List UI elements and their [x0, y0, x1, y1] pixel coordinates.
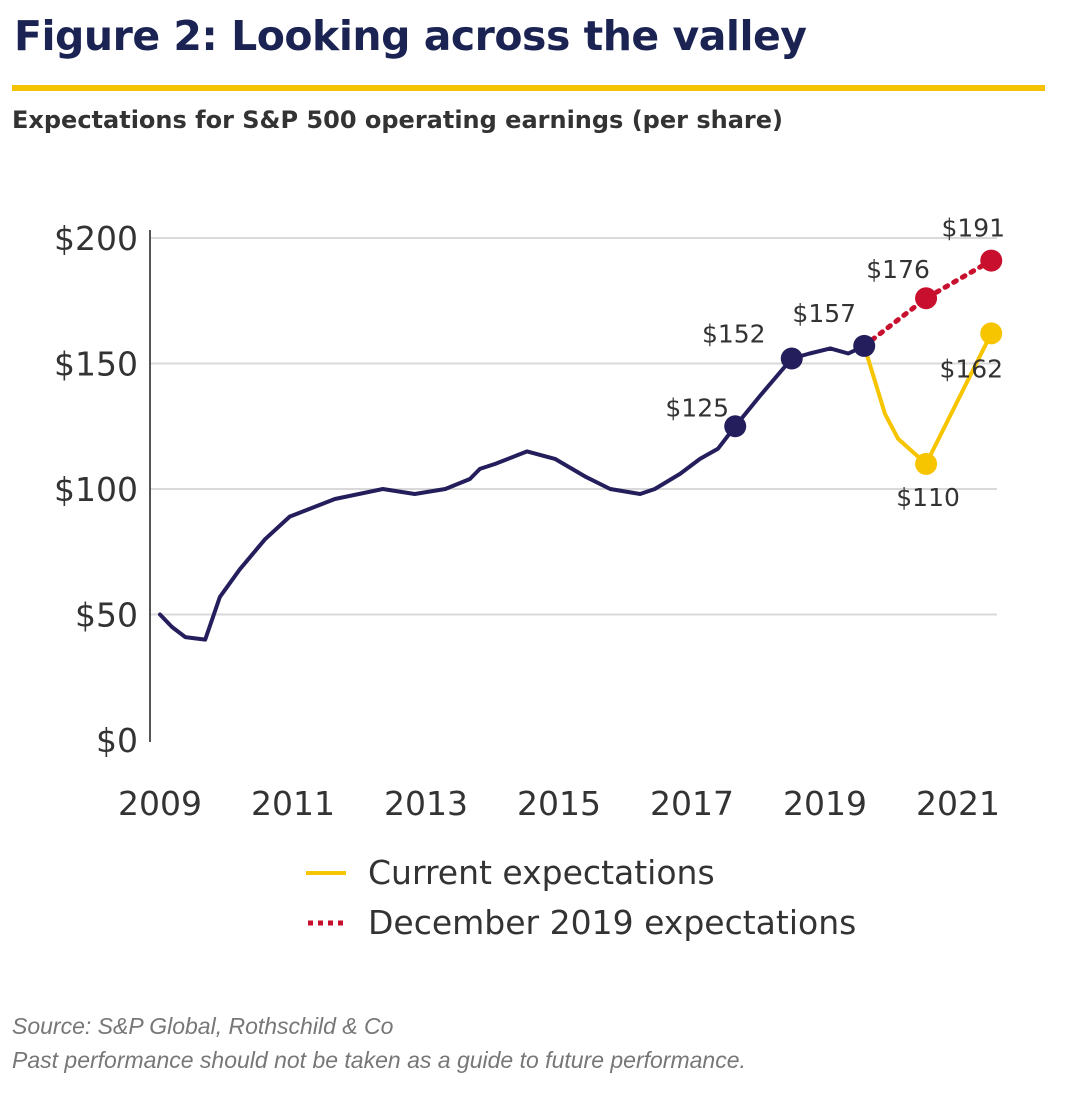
- legend-label: Current expectations: [368, 853, 715, 892]
- y-tick-label: $100: [54, 470, 138, 509]
- data-point-marker: [980, 322, 1003, 345]
- y-tick-label: $200: [54, 219, 138, 258]
- data-label: $162: [939, 354, 1003, 383]
- data-label: $157: [792, 299, 856, 328]
- series-line-0: [158, 343, 867, 642]
- x-tick-label: 2019: [783, 784, 867, 823]
- source-note: Source: S&P Global, Rothschild & Co: [12, 1013, 394, 1039]
- disclaimer-note: Past performance should not be taken as …: [12, 1047, 746, 1073]
- series-line-1: [862, 331, 994, 466]
- legend-label: December 2019 expectations: [368, 903, 857, 942]
- x-tick-label: 2015: [517, 784, 601, 823]
- legend-swatch-december-2019: [308, 920, 346, 925]
- data-label: $110: [896, 483, 960, 512]
- legend-item-current: Current expectations: [306, 853, 715, 892]
- data-point-marker: [780, 347, 803, 370]
- data-point-marker: [915, 452, 938, 475]
- data-label: $191: [941, 214, 1005, 243]
- x-tick-label: 2009: [118, 784, 202, 823]
- data-label: $176: [866, 255, 930, 284]
- x-tick-label: 2021: [916, 784, 1000, 823]
- y-tick-label: $150: [54, 345, 138, 384]
- x-tick-label: 2017: [650, 784, 734, 823]
- x-tick-label: 2013: [384, 784, 468, 823]
- legend-item-december-2019: December 2019 expectations: [306, 903, 856, 942]
- title-rule: [12, 85, 1045, 91]
- data-label: $125: [665, 393, 729, 422]
- y-tick-label: $50: [75, 596, 138, 635]
- data-label: $152: [702, 319, 766, 348]
- data-point-marker: [980, 249, 1003, 272]
- data-point-marker: [724, 415, 747, 438]
- y-tick-label: $0: [96, 721, 138, 760]
- figure-title: Figure 2: Looking across the valley: [14, 12, 807, 60]
- x-tick-label: 2011: [251, 784, 335, 823]
- data-point-marker: [915, 287, 938, 310]
- legend-swatch-current: [306, 870, 346, 875]
- data-point-marker: [853, 334, 876, 357]
- figure-subtitle: Expectations for S&P 500 operating earni…: [12, 106, 783, 134]
